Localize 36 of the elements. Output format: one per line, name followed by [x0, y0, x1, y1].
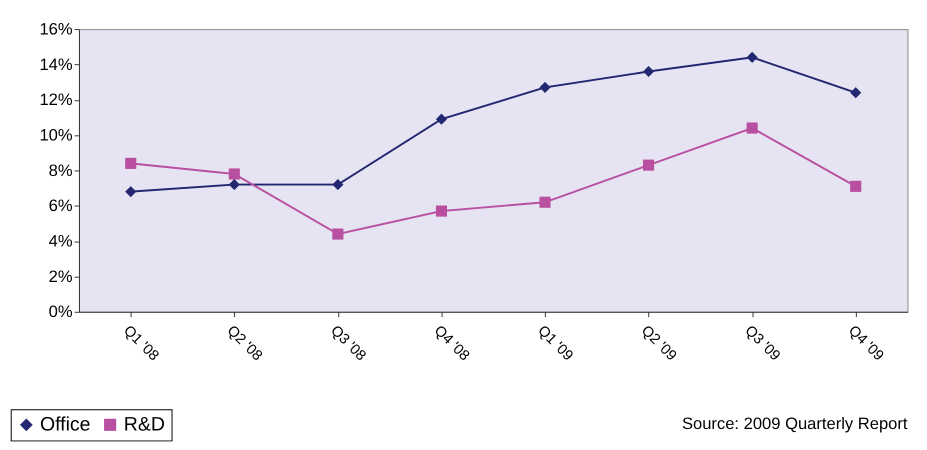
x-tick-label: Q4 '09 [845, 322, 887, 364]
point [332, 228, 344, 240]
point [746, 52, 758, 63]
point [746, 122, 758, 134]
x-tick-label: Q1 '09 [534, 322, 576, 364]
legend-label: R&D [124, 414, 165, 436]
point [436, 206, 448, 217]
point [539, 82, 551, 93]
point [539, 196, 551, 208]
x-tick-label: Q2 '08 [224, 322, 266, 364]
y-tick-label: 16% [39, 19, 73, 38]
y-tick-label: 6% [48, 196, 73, 216]
point [850, 87, 862, 98]
x-tick-label: Q4 '08 [430, 322, 472, 364]
x-tick-label: Q3 '08 [327, 322, 369, 364]
y-tick-label: 2% [48, 266, 73, 286]
y-tick-label: 14% [39, 54, 73, 74]
legend-label: Office [40, 414, 91, 436]
point [125, 186, 136, 198]
point [228, 168, 240, 180]
source-note: Source: 2009 Quarterly Report [682, 414, 908, 433]
point [332, 179, 344, 190]
point [643, 160, 654, 171]
y-tick-label: 10% [39, 125, 73, 144]
y-tick-label: 0% [48, 302, 73, 322]
y-tick-label: 4% [48, 231, 73, 250]
y-tick-label: 8% [48, 160, 73, 180]
point [125, 158, 136, 169]
point [850, 180, 862, 192]
x-tick-label: Q1 '08 [120, 322, 162, 364]
x-tick-label: Q3 '09 [742, 322, 783, 364]
point [228, 179, 240, 190]
point [643, 66, 654, 78]
point [436, 114, 448, 125]
x-tick-label: Q2 '09 [638, 322, 680, 364]
y-tick-label: 12% [39, 90, 73, 110]
